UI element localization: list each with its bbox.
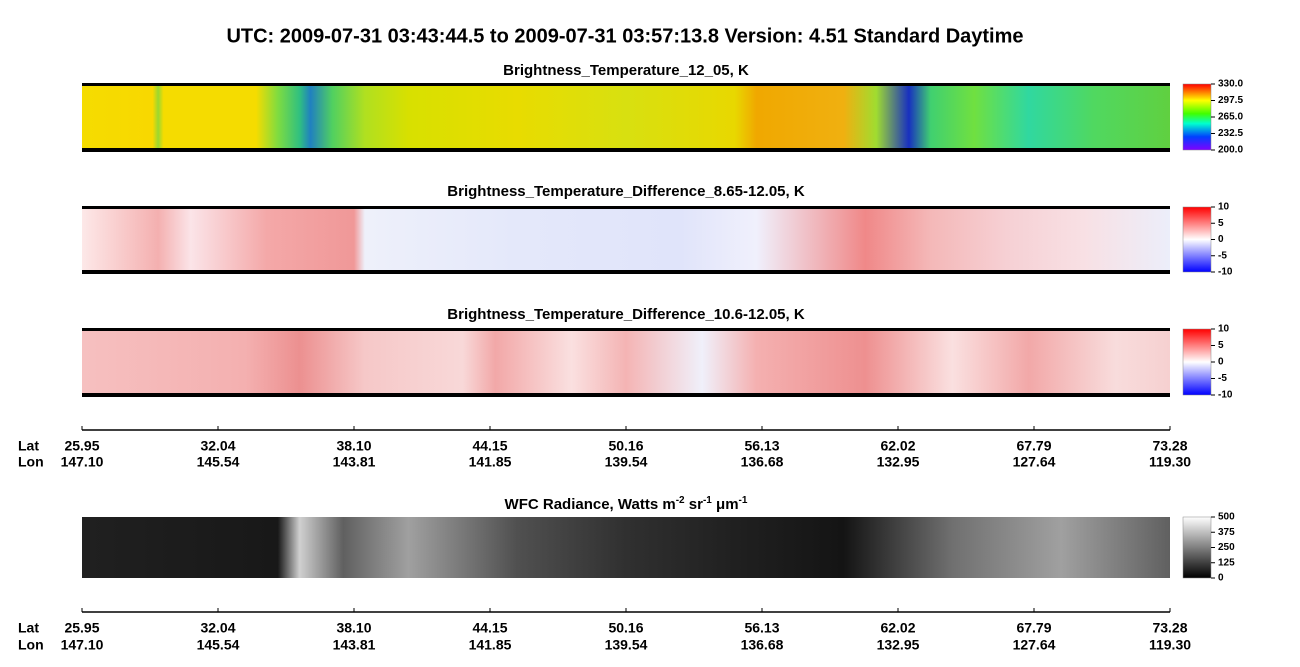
lon-tick-label: 141.85 <box>469 637 512 653</box>
lon-tick-label: 119.30 <box>1149 637 1191 653</box>
lon-tick-label: 147.10 <box>61 454 104 470</box>
lat-tick-label: 25.95 <box>64 438 99 454</box>
lat-tick-label: 62.02 <box>880 438 915 454</box>
lat-tick-label: 32.04 <box>200 620 235 636</box>
lon-label: Lon <box>18 454 44 470</box>
colorbar-tick-label: 125 <box>1218 557 1235 568</box>
lon-tick-label: 143.81 <box>333 454 376 470</box>
colorbar-tick-label: 5 <box>1218 218 1224 229</box>
lon-tick-label: 127.64 <box>1013 637 1056 653</box>
panel-title: Brightness_Temperature_12_05, K <box>503 62 749 79</box>
colorbar-tick-label: 5 <box>1218 340 1224 351</box>
lat-label: Lat <box>18 438 39 454</box>
lat-label: Lat <box>18 620 39 636</box>
lat-tick-label: 25.95 <box>64 620 99 636</box>
superscript: -2 <box>676 495 685 506</box>
colorbar <box>1182 516 1212 579</box>
lon-tick-label: 145.54 <box>197 637 240 653</box>
lon-tick-label: 127.64 <box>1013 454 1056 470</box>
colorbar-tick-label: -10 <box>1218 390 1233 401</box>
swath-edge <box>82 206 1170 209</box>
superscript: -1 <box>703 495 712 506</box>
lon-tick-label: 147.10 <box>61 637 104 653</box>
colorbar <box>1182 206 1212 273</box>
colorbar <box>1182 328 1212 396</box>
colorbar-tick-label: 10 <box>1218 202 1230 213</box>
superscript: -1 <box>739 495 748 506</box>
colorbar-tick-label: -5 <box>1218 373 1227 384</box>
lat-tick-label: 62.02 <box>880 620 915 636</box>
swath-image <box>82 84 1170 150</box>
lon-tick-label: 136.68 <box>741 454 784 470</box>
colorbar-tick-label: 265.0 <box>1218 112 1243 123</box>
swath-edge <box>82 83 1170 86</box>
lat-tick-label: 32.04 <box>200 438 235 454</box>
panel-title: WFC Radiance, Watts m-2 sr-1 μm-1 <box>505 495 748 513</box>
colorbar-tick-label: 10 <box>1218 324 1230 335</box>
swath-edge <box>82 328 1170 331</box>
lat-tick-label: 56.13 <box>744 620 779 636</box>
lat-tick-label: 38.10 <box>336 620 371 636</box>
colorbar-tick-label: 0 <box>1218 573 1224 584</box>
colorbar-tick-label: 250 <box>1218 542 1235 553</box>
figure-title: UTC: 2009-07-31 03:43:44.5 to 2009-07-31… <box>226 25 1023 47</box>
lon-tick-label: 132.95 <box>877 454 920 470</box>
lat-tick-label: 38.10 <box>336 438 371 454</box>
colorbar-tick-label: 232.5 <box>1218 128 1243 139</box>
panel-title: Brightness_Temperature_Difference_10.6-1… <box>447 306 805 323</box>
lat-tick-label: 44.15 <box>472 620 507 636</box>
lon-label: Lon <box>18 637 44 653</box>
lon-tick-label: 136.68 <box>741 637 784 653</box>
lon-tick-label: 141.85 <box>469 454 512 470</box>
colorbar-tick-label: 375 <box>1218 527 1235 538</box>
swath-image <box>82 207 1170 272</box>
lat-tick-label: 50.16 <box>608 620 643 636</box>
colorbar-tick-label: -10 <box>1218 267 1233 278</box>
colorbar-tick-label: -5 <box>1218 250 1227 261</box>
lon-tick-label: 132.95 <box>877 637 920 653</box>
lat-tick-label: 73.28 <box>1152 438 1187 454</box>
swath-image <box>82 329 1170 395</box>
colorbar-tick-label: 297.5 <box>1218 95 1243 106</box>
colorbar <box>1182 83 1212 151</box>
lon-tick-label: 143.81 <box>333 637 376 653</box>
lon-tick-label: 119.30 <box>1149 454 1191 470</box>
lon-tick-label: 139.54 <box>605 637 648 653</box>
lat-tick-label: 50.16 <box>608 438 643 454</box>
title-part: sr <box>685 496 704 513</box>
colorbar-tick-label: 0 <box>1218 234 1224 245</box>
panel-title: Brightness_Temperature_Difference_8.65-1… <box>447 183 805 200</box>
swath-image <box>82 517 1170 578</box>
lon-tick-label: 139.54 <box>605 454 648 470</box>
swath-edge <box>82 270 1170 274</box>
lat-tick-label: 67.79 <box>1016 438 1051 454</box>
swath-edge <box>82 393 1170 397</box>
colorbar-tick-label: 330.0 <box>1218 79 1243 90</box>
title-part: WFC Radiance, Watts m <box>505 496 676 513</box>
colorbar-tick-label: 0 <box>1218 357 1224 368</box>
lat-tick-label: 56.13 <box>744 438 779 454</box>
lat-tick-label: 67.79 <box>1016 620 1051 636</box>
lat-tick-label: 73.28 <box>1152 620 1187 636</box>
title-part: μm <box>712 496 739 513</box>
lon-tick-label: 145.54 <box>197 454 240 470</box>
lat-tick-label: 44.15 <box>472 438 507 454</box>
colorbar-tick-label: 200.0 <box>1218 145 1243 156</box>
swath-edge <box>82 148 1170 152</box>
colorbar-tick-label: 500 <box>1218 512 1235 523</box>
